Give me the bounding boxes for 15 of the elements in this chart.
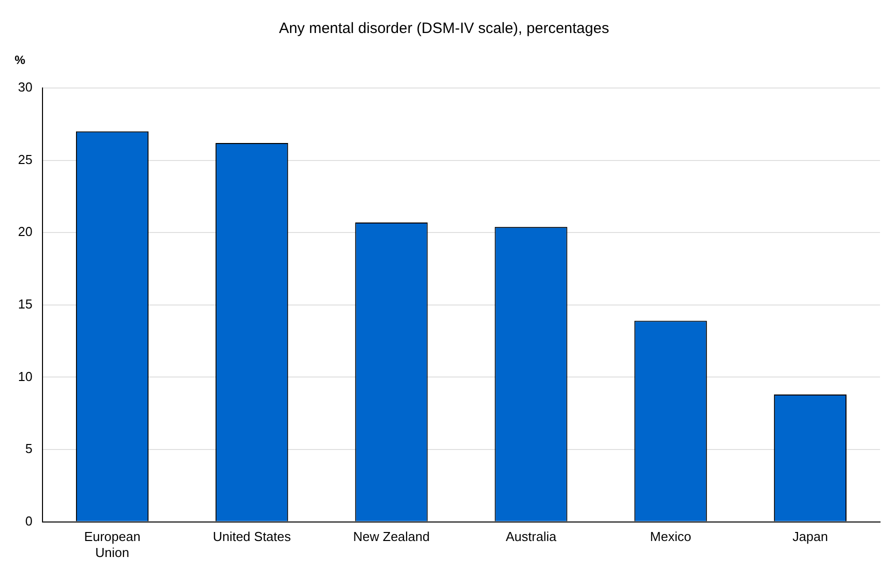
y-tick-label: 30 xyxy=(18,80,32,95)
x-tick-label: United States xyxy=(212,529,292,544)
y-tick-label: 20 xyxy=(18,224,32,240)
x-tick-label: Australia xyxy=(506,529,558,544)
y-tick-label: 10 xyxy=(18,368,32,384)
y-tick-label: 5 xyxy=(25,441,32,456)
y-tick-label: 25 xyxy=(18,152,32,167)
y-tick-label: 0 xyxy=(25,513,32,528)
y-tick-label: 15 xyxy=(18,296,32,312)
y-axis-title: % xyxy=(14,53,26,67)
x-tick-label: New Zealand xyxy=(353,529,430,544)
x-tick-label: Mexico xyxy=(650,529,692,544)
x-tick-label: European Union xyxy=(84,529,140,560)
chart-title: Any mental disorder (DSM-IV scale), percentages xyxy=(278,20,610,38)
x-tick-label: Japan xyxy=(792,529,828,544)
